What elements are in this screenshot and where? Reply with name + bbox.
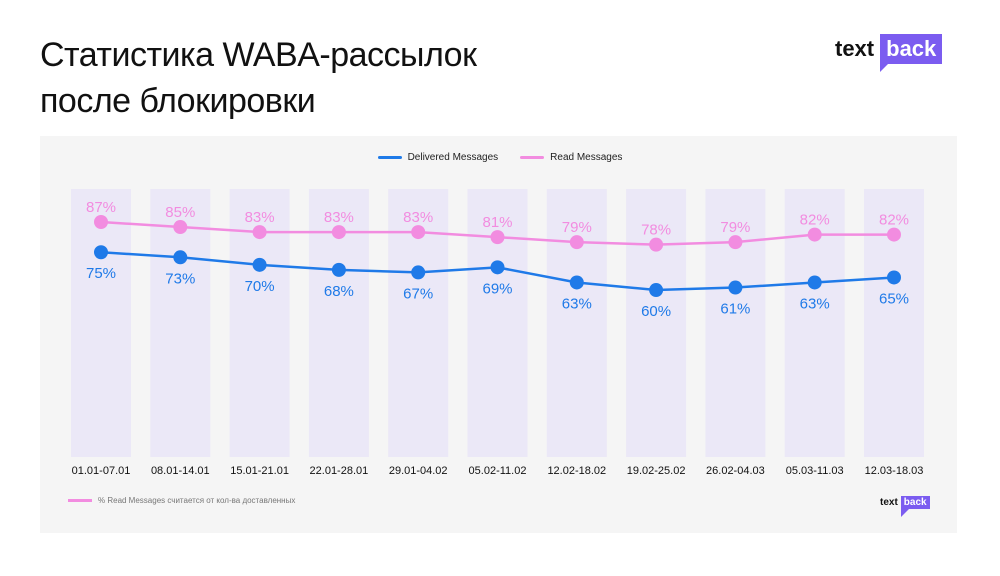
legend-read: Read Messages	[520, 152, 622, 163]
data-point	[94, 215, 108, 229]
data-point	[173, 250, 188, 265]
data-point	[252, 257, 267, 272]
column-band	[626, 189, 687, 457]
data-point	[490, 230, 505, 245]
data-point	[728, 235, 743, 250]
data-label: 87%	[86, 199, 116, 216]
data-point	[649, 237, 664, 252]
data-point	[411, 225, 426, 240]
data-point	[331, 225, 346, 240]
data-point	[490, 260, 505, 275]
x-tick-label: 05.03-11.03	[786, 465, 844, 477]
data-point	[94, 245, 108, 260]
x-tick-label: 12.02-18.02	[547, 465, 606, 477]
data-point	[252, 225, 267, 240]
x-tick-label: 05.02-11.02	[469, 465, 527, 477]
x-tick-label: 26.02-04.03	[706, 465, 765, 477]
data-label: 73%	[165, 270, 195, 287]
data-label: 67%	[403, 285, 433, 302]
data-point	[887, 227, 901, 242]
data-label: 81%	[482, 214, 512, 231]
data-point	[887, 270, 901, 285]
data-label: 60%	[641, 303, 671, 320]
logo-text: text	[835, 36, 875, 61]
data-label: 61%	[720, 301, 750, 318]
x-tick-label: 01.01-07.01	[72, 465, 131, 477]
data-point	[807, 275, 822, 290]
logo-box: back	[880, 34, 943, 72]
data-label: 79%	[562, 219, 592, 236]
data-label: 78%	[641, 222, 671, 239]
data-point	[569, 235, 584, 250]
data-label: 83%	[245, 209, 275, 226]
data-label: 82%	[879, 212, 909, 229]
column-band	[71, 189, 131, 457]
title-line-2: после блокировки	[40, 82, 316, 120]
data-label: 85%	[165, 204, 195, 221]
footnote: % Read Messages считается от кол-ва дост…	[68, 496, 295, 505]
x-tick-label: 15.01-21.01	[230, 465, 289, 477]
data-label: 79%	[720, 219, 750, 236]
page-title: Статистика WABA-рассылок после блокировки	[40, 32, 600, 124]
textback-logo: text back	[835, 34, 943, 72]
column-band	[705, 189, 766, 457]
data-label: 70%	[245, 278, 275, 295]
textback-logo-small: text back	[880, 496, 930, 517]
x-tick-label: 08.01-14.01	[151, 465, 210, 477]
data-label: 63%	[562, 295, 592, 312]
x-tick-label: 29.01-04.02	[389, 465, 448, 477]
x-tick-label: 19.02-25.02	[627, 465, 686, 477]
data-label: 69%	[482, 280, 512, 297]
data-point	[173, 220, 188, 235]
column-band	[546, 189, 607, 457]
data-label: 83%	[403, 209, 433, 226]
data-label: 82%	[800, 212, 830, 229]
data-point	[807, 227, 822, 242]
data-label: 65%	[879, 290, 909, 307]
title-line-1: Статистика WABA-рассылок	[40, 36, 477, 74]
data-label: 68%	[324, 283, 354, 300]
data-point	[411, 265, 426, 280]
data-point	[569, 275, 584, 290]
x-tick-label: 12.03-18.03	[865, 465, 924, 477]
data-label: 63%	[800, 295, 830, 312]
data-point	[331, 262, 346, 277]
data-point	[649, 283, 664, 298]
data-point	[728, 280, 743, 295]
data-label: 83%	[324, 209, 354, 226]
x-tick-label: 22.01-28.01	[310, 465, 369, 477]
legend: Delivered Messages Read Messages	[0, 152, 1000, 163]
data-label: 75%	[86, 265, 116, 282]
legend-delivered: Delivered Messages	[377, 152, 498, 163]
